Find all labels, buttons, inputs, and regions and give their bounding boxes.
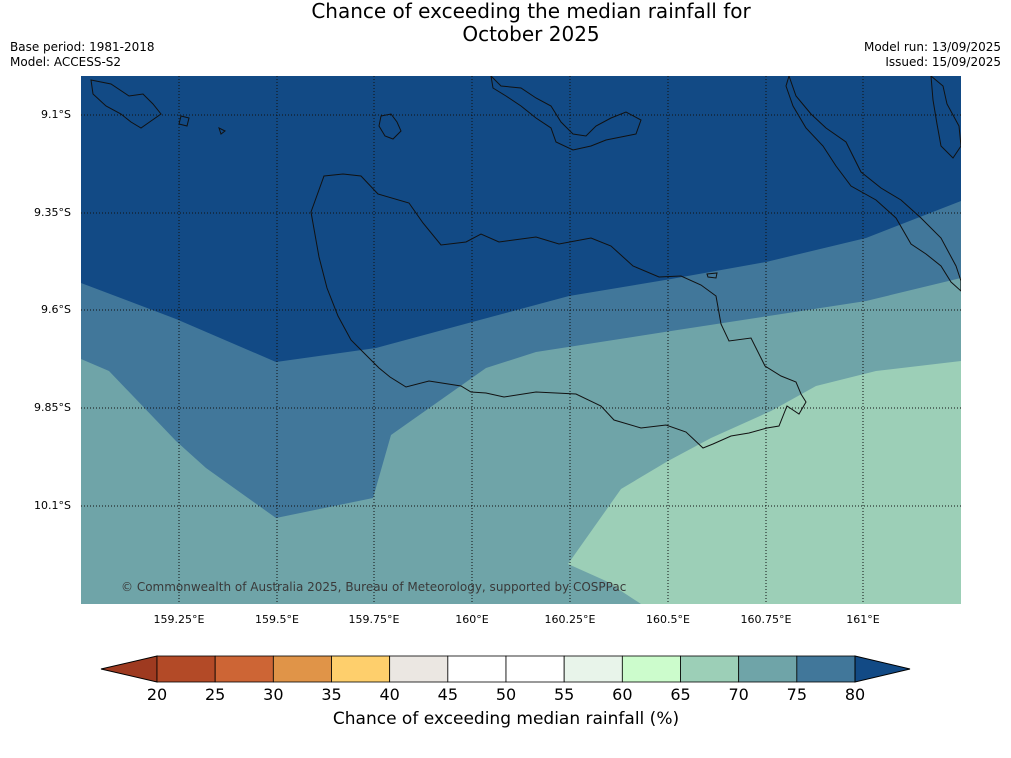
base-period: Base period: 1981-2018 bbox=[10, 40, 155, 54]
lon-label: 161°E bbox=[846, 613, 880, 626]
model-run: Model run: 13/09/2025 bbox=[863, 40, 1001, 54]
map-title: Chance of exceeding the median rainfall … bbox=[231, 0, 831, 46]
lon-label: 159.25°E bbox=[153, 613, 205, 626]
colorbar-tick-label: 60 bbox=[612, 685, 633, 704]
title-line-2: October 2025 bbox=[462, 22, 600, 46]
colorbar-tick-label: 80 bbox=[844, 685, 866, 704]
colorbar-swatch bbox=[796, 655, 856, 683]
lon-label: 160.75°E bbox=[740, 613, 792, 626]
colorbar-swatch bbox=[680, 655, 740, 683]
coastlines bbox=[90, 76, 961, 449]
colorbar-tick-label: 75 bbox=[786, 685, 807, 704]
colorbar-tick-label: 25 bbox=[204, 685, 226, 704]
lon-label: 160.25°E bbox=[544, 613, 596, 626]
issued-date: Issued: 15/09/2025 bbox=[885, 55, 1001, 69]
colorbar-label: Chance of exceeding median rainfall (%) bbox=[332, 709, 680, 729]
colorbar-tick-label: 45 bbox=[437, 685, 458, 704]
colorbar-tick-label: 30 bbox=[263, 685, 284, 704]
colorbar-high-extension bbox=[854, 655, 911, 683]
lon-label: 160°E bbox=[455, 613, 489, 626]
colorbar-swatch bbox=[214, 655, 274, 683]
colorbar-swatch bbox=[621, 655, 681, 683]
lat-label: 9.1°S bbox=[41, 108, 71, 121]
band-above-80 bbox=[81, 76, 961, 362]
colorbar-tick-label: 35 bbox=[321, 685, 342, 704]
colorbar-legend bbox=[100, 655, 911, 683]
colorbar-swatch bbox=[447, 655, 507, 683]
colorbar-swatch bbox=[563, 655, 623, 683]
colorbar-tick-label: 20 bbox=[146, 685, 168, 704]
colorbar-tick-label: 70 bbox=[728, 685, 749, 704]
lat-label: 9.35°S bbox=[34, 206, 71, 219]
model-name: Model: ACCESS-S2 bbox=[10, 55, 122, 69]
lon-label: 160.5°E bbox=[646, 613, 690, 626]
colorbar-swatch bbox=[389, 655, 449, 683]
colorbar-tick-label: 65 bbox=[670, 685, 691, 704]
rainfall-map: © Commonwealth of Australia 2025, Bureau… bbox=[81, 76, 961, 604]
graticule bbox=[81, 76, 961, 604]
colorbar-swatch bbox=[156, 655, 216, 683]
colorbar-swatch bbox=[505, 655, 565, 683]
copyright-notice: © Commonwealth of Australia 2025, Bureau… bbox=[121, 580, 627, 594]
colorbar-tick-label: 40 bbox=[379, 685, 400, 704]
lat-label: 10.1°S bbox=[34, 499, 71, 512]
colorbar-swatch bbox=[738, 655, 798, 683]
map-canvas bbox=[81, 76, 961, 604]
lon-label: 159.5°E bbox=[255, 613, 299, 626]
colorbar-low-extension bbox=[100, 655, 158, 683]
title-line-1: Chance of exceeding the median rainfall … bbox=[311, 0, 751, 23]
lat-label: 9.6°S bbox=[41, 303, 71, 316]
colorbar-swatch bbox=[272, 655, 332, 683]
colorbar-tick-label: 50 bbox=[495, 685, 517, 704]
colorbar-tick-label: 55 bbox=[553, 685, 575, 704]
metadata-right: Model run: 13/09/2025 Issued: 15/09/2025 bbox=[864, 40, 1001, 70]
lat-label: 9.85°S bbox=[34, 401, 71, 414]
lon-label: 159.75°E bbox=[348, 613, 400, 626]
metadata-left: Base period: 1981-2018 Model: ACCESS-S2 bbox=[10, 40, 155, 70]
colorbar-swatch bbox=[331, 655, 391, 683]
